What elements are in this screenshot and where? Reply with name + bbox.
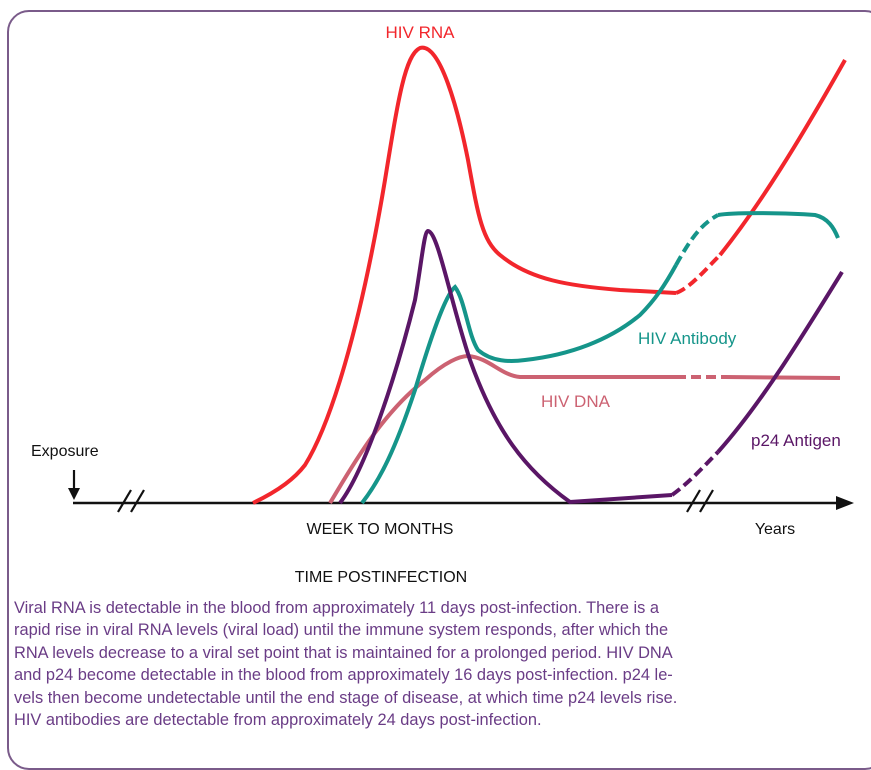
hiv-rna-line-dashed — [675, 253, 722, 295]
hiv-dna-line-late — [724, 375, 841, 380]
exposure-arrow — [68, 470, 80, 500]
p24-antigen-line-dashed — [670, 450, 720, 497]
label-hiv-antibody: HIV Antibody — [638, 329, 737, 348]
x-segment-label-years: Years — [755, 521, 795, 538]
x-segment-label-weeks: WEEK TO MONTHS — [307, 521, 454, 538]
x-axis-title: TIME POSTINFECTION — [295, 569, 467, 586]
label-p24-antigen: p24 Antigen — [751, 431, 841, 450]
hiv-antibody-line — [360, 264, 678, 505]
hiv-infection-chart: HIV RNA HIV Antibody HIV DNA p24 Antigen… — [31, 23, 854, 586]
label-hiv-rna: HIV RNA — [386, 23, 456, 42]
axis-break-left — [117, 489, 145, 513]
p24-antigen-line — [338, 228, 673, 505]
hiv-antibody-line-late — [717, 211, 840, 239]
axis-break-right — [686, 489, 714, 513]
hiv-rna-line-late — [718, 59, 847, 257]
figure-caption: Viral RNA is detectable in the blood fro… — [14, 599, 678, 730]
label-hiv-dna: HIV DNA — [541, 392, 611, 411]
hiv-rna-line — [252, 45, 677, 505]
p24-antigen-line-late — [716, 270, 844, 454]
hiv-dna-line — [328, 353, 676, 505]
x-axis-arrowhead — [836, 496, 854, 510]
hiv-antibody-line-dashed — [674, 213, 719, 266]
label-exposure: Exposure — [31, 443, 99, 460]
